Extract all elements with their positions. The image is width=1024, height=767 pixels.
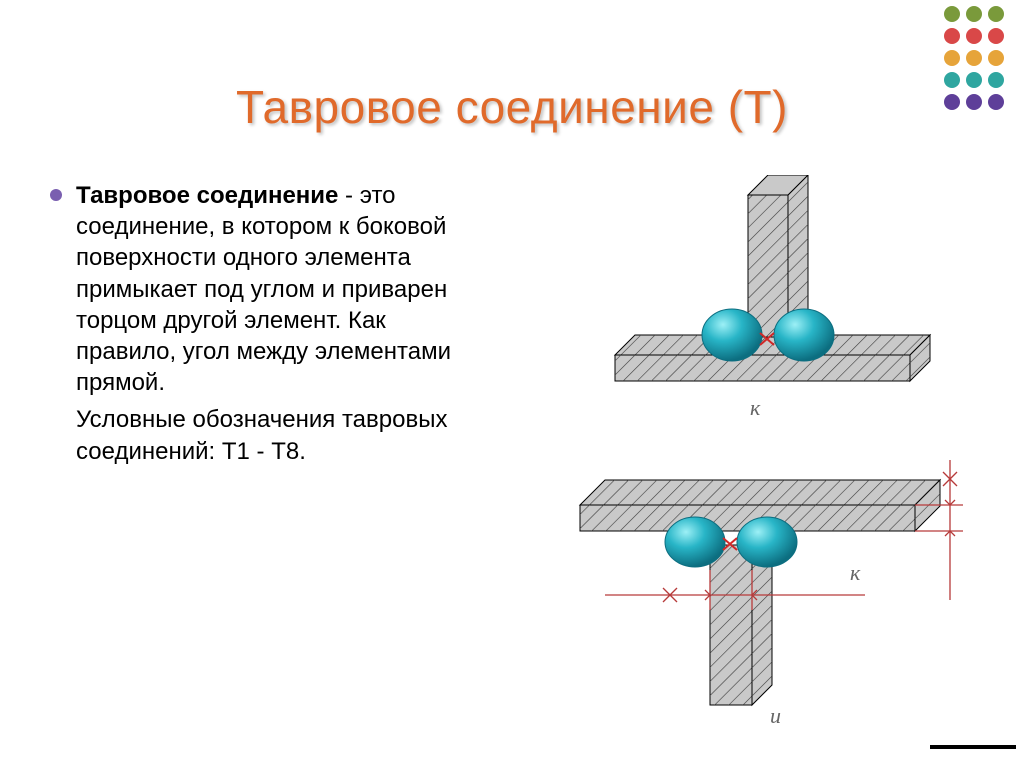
bullet-icon (50, 189, 62, 201)
text-content: Тавровое соединение - это соединение, в … (50, 180, 490, 467)
decor-dot (944, 50, 960, 66)
decor-dot (988, 28, 1004, 44)
definition-paragraph: Тавровое соединение - это соединение, в … (50, 180, 490, 398)
decor-dot (966, 50, 982, 66)
base-plate (615, 335, 930, 381)
decor-dot (966, 28, 982, 44)
label-k-vertical: к (850, 560, 860, 586)
tee-joint-inverted-diagram (545, 450, 1005, 740)
label-k-figure1: к (750, 395, 760, 421)
label-i-bottom: и (770, 703, 781, 729)
term: Тавровое соединение (76, 182, 338, 209)
definition-text: - это соединение, в котором к боковой по… (76, 182, 451, 396)
bottom-rule (930, 745, 1016, 749)
decor-dot (944, 6, 960, 22)
notation-paragraph: Условные обозначения тавровых соединений… (76, 404, 490, 466)
decor-dot (944, 28, 960, 44)
decor-dot (988, 50, 1004, 66)
page-title: Тавровое соединение (Т) (0, 80, 1024, 134)
decor-dot (988, 6, 1004, 22)
decor-dot (966, 6, 982, 22)
tee-joint-upright-diagram (560, 175, 980, 425)
